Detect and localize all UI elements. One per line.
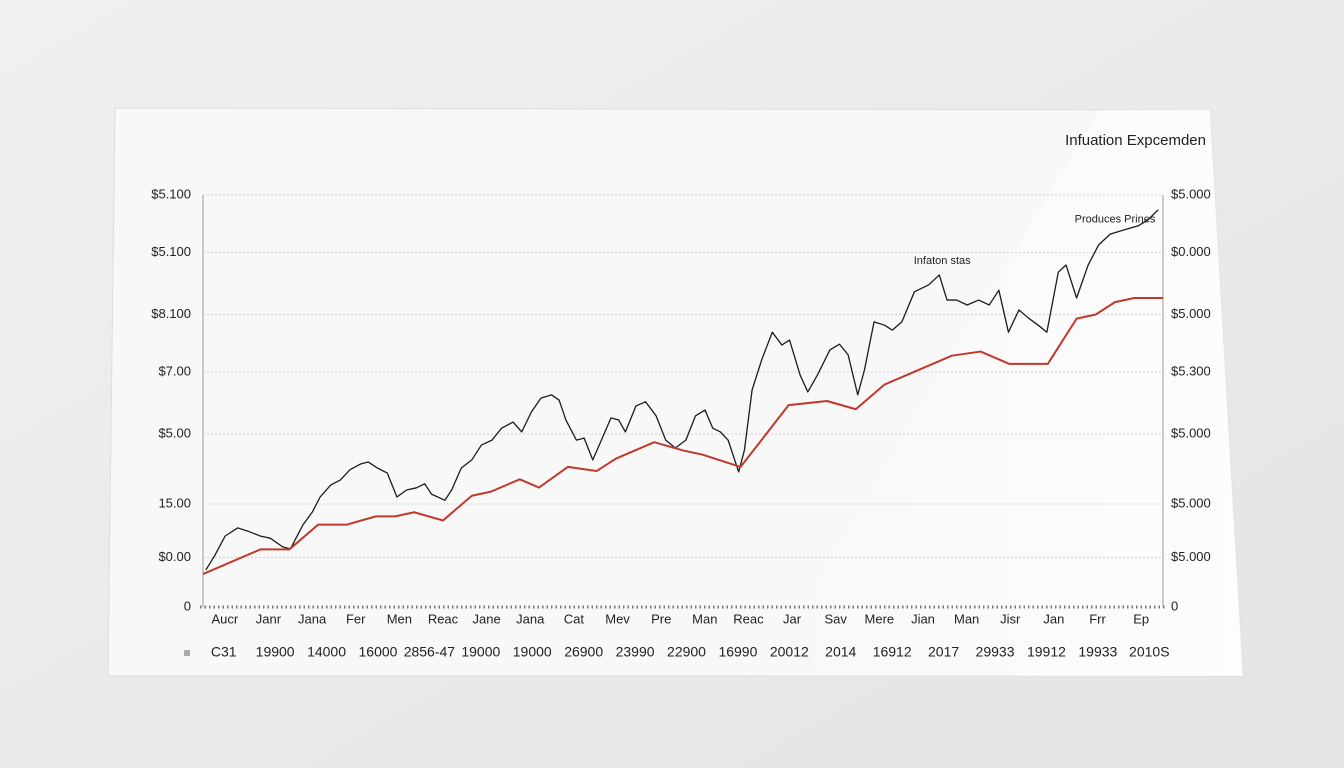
x-tick-label: Man	[954, 611, 979, 626]
x-tick-label: Reac	[428, 611, 459, 626]
footer-label: 19912	[1027, 644, 1066, 660]
x-tick-label: Jan	[1043, 611, 1064, 626]
x-tick-label: Jane	[473, 611, 501, 626]
x-tick-label: Janr	[256, 611, 282, 626]
footer-label: 14000	[307, 644, 346, 660]
footer-label: 2856-47	[404, 644, 456, 660]
y2-tick-label: $5.000	[1171, 549, 1211, 564]
y-tick-label: $5.100	[151, 244, 191, 259]
x-tick-label: Frr	[1089, 611, 1106, 626]
x-tick-label: Jisr	[1000, 611, 1021, 626]
x-tick-label: Ep	[1133, 611, 1149, 626]
footer-label: 20012	[770, 644, 809, 660]
x-tick-label: Mev	[605, 611, 630, 626]
x-tick-label: Mere	[865, 611, 895, 626]
x-tick-label: Jar	[783, 611, 802, 626]
footer-marker	[184, 650, 190, 656]
y2-tick-label: $5.300	[1171, 364, 1211, 379]
y2-tick-label: $5.000	[1171, 306, 1211, 321]
footer-label: 29933	[976, 644, 1015, 660]
x-tick-label: Jana	[298, 611, 327, 626]
annotation: Produces Prines	[1075, 214, 1156, 226]
x-tick-label: Cat	[564, 611, 585, 626]
series-line	[202, 297, 1163, 575]
y-tick-label: $8.100	[151, 306, 191, 321]
footer-label: 23990	[616, 644, 655, 660]
x-tick-label: Fer	[346, 611, 366, 626]
footer-label: 16990	[718, 644, 757, 660]
footer-label: 2017	[928, 644, 959, 660]
x-tick-label: Man	[692, 611, 717, 626]
footer-label: 26900	[564, 644, 603, 660]
footer-label: 22900	[667, 644, 706, 660]
x-tick-label: Aucr	[211, 611, 238, 626]
x-tick-label: Men	[387, 611, 412, 626]
footer-label: C31	[211, 644, 237, 660]
y2-tick-label: $5.000	[1171, 425, 1211, 440]
footer-label: 16000	[359, 644, 398, 660]
y-tick-label: $0.00	[158, 549, 191, 564]
x-tick-label: Pre	[651, 611, 671, 626]
y2-tick-label: $5.000	[1171, 495, 1211, 510]
footer-label: 19933	[1078, 644, 1117, 660]
light-reflection	[760, 110, 1243, 676]
y-tick-label: 15.00	[158, 495, 191, 510]
y-tick-label: $5.00	[158, 425, 191, 440]
chart-title: Infuation Expcemden	[1065, 132, 1206, 149]
y2-tick-label: $0.000	[1171, 244, 1211, 259]
annotation: Infaton stas	[914, 255, 971, 267]
footer-label: 2014	[825, 644, 856, 660]
footer-label: 16912	[873, 644, 912, 660]
y-tick-label: $5.100	[151, 186, 191, 201]
footer-label: 2010S	[1129, 644, 1169, 660]
footer-label: 19900	[256, 644, 295, 660]
x-tick-label: Jian	[911, 611, 935, 626]
x-tick-label: Reac	[733, 611, 764, 626]
x-tick-label: Jana	[516, 611, 545, 626]
footer-label: 19000	[513, 644, 552, 660]
x-tick-label: Sav	[825, 611, 848, 626]
y2-tick-label: 0	[1171, 598, 1178, 613]
y2-tick-label: $5.000	[1171, 186, 1211, 201]
footer-label: 19000	[461, 644, 500, 660]
y-tick-label: 0	[184, 598, 191, 613]
y-tick-label: $7.00	[158, 364, 191, 379]
